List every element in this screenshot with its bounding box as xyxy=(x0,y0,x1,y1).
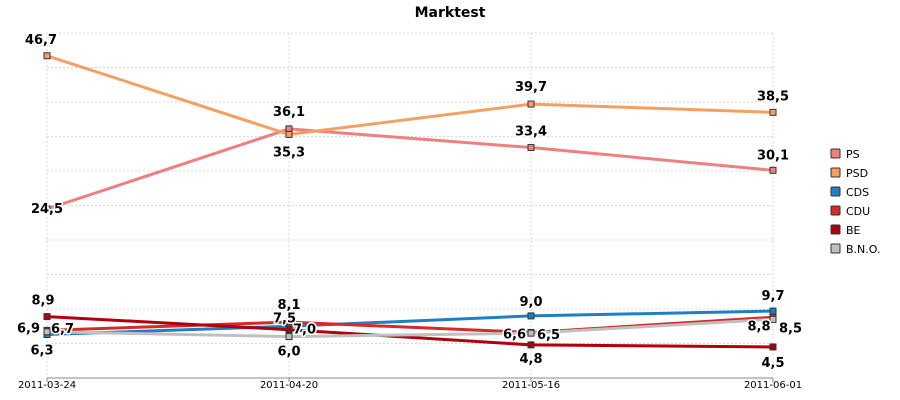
x-tick-label: 2011-05-16 xyxy=(502,380,560,391)
data-label: 8,9 xyxy=(31,294,54,309)
data-label: 9,0 xyxy=(519,295,542,310)
data-point[interactable] xyxy=(527,329,535,337)
x-axis: 2011-03-24 2011-04-20 2011-05-16 2011-06-01 xyxy=(18,377,802,391)
data-label: 46,7 xyxy=(25,33,57,48)
data-point[interactable] xyxy=(43,205,51,213)
data-label: 6,0 xyxy=(277,345,300,360)
data-point[interactable] xyxy=(527,100,535,108)
legend-item[interactable]: CDU xyxy=(830,205,870,218)
series-line-bno xyxy=(46,317,774,339)
data-label: 8,5 xyxy=(779,321,802,336)
series-lines xyxy=(46,54,774,349)
data-label: 24,5 xyxy=(31,202,63,217)
legend-item[interactable]: CDS xyxy=(830,186,869,199)
data-label: 33,4 xyxy=(515,125,547,140)
data-point[interactable] xyxy=(285,333,293,341)
data-point[interactable] xyxy=(769,343,777,351)
data-point[interactable] xyxy=(769,166,777,174)
series-line-ps xyxy=(46,127,774,211)
chart-title: Marktest xyxy=(414,5,486,21)
x-tick-label: 2011-04-20 xyxy=(260,380,318,391)
legend-swatch xyxy=(830,243,841,254)
data-label: 6,3 xyxy=(30,344,53,359)
data-point[interactable] xyxy=(769,307,777,315)
data-point[interactable] xyxy=(527,312,535,320)
data-point[interactable] xyxy=(43,313,51,321)
legend-label: CDU xyxy=(846,205,870,218)
legend-swatch xyxy=(830,186,841,197)
data-labels: 24,5 36,1 33,4 30,1 46,7 35,3 39,7 38,5 6,3 7,5 9,… xyxy=(15,31,803,372)
data-label: 8,1 xyxy=(277,298,300,313)
data-point[interactable] xyxy=(43,52,51,60)
legend-label: B.N.O. xyxy=(846,243,880,256)
series-line-psd xyxy=(46,54,774,136)
x-tick-label: 2011-03-24 xyxy=(18,380,76,391)
data-label: 36,1 xyxy=(273,105,305,120)
data-label: 30,1 xyxy=(757,148,789,163)
data-label: 8,8 xyxy=(747,319,770,334)
data-label: 4,5 xyxy=(761,356,784,371)
data-point[interactable] xyxy=(285,318,293,326)
legend-label: BE xyxy=(846,224,861,237)
data-label: 39,7 xyxy=(515,80,547,95)
data-point[interactable] xyxy=(769,108,777,116)
legend-label: PSD xyxy=(846,167,868,180)
series-points xyxy=(43,52,777,351)
data-label: 6,5 xyxy=(537,328,560,343)
legend-label: PS xyxy=(846,148,860,161)
data-label: 7,5 xyxy=(273,311,296,326)
legend-swatch xyxy=(830,224,841,235)
legend[interactable]: PS PSD CDS CDU BE B.N.O. xyxy=(830,148,880,256)
data-label: 6,6 xyxy=(503,327,526,342)
legend-item[interactable]: PS xyxy=(830,148,860,161)
series-line-be xyxy=(46,315,774,349)
legend-label: CDS xyxy=(846,186,869,199)
data-point[interactable] xyxy=(285,130,293,138)
data-point[interactable] xyxy=(527,341,535,349)
legend-item[interactable]: B.N.O. xyxy=(830,243,880,256)
data-label: 38,5 xyxy=(757,89,789,104)
legend-swatch xyxy=(830,148,841,159)
data-label: 6,9 xyxy=(17,321,40,336)
data-label: 9,7 xyxy=(761,289,784,304)
legend-swatch xyxy=(830,167,841,178)
data-label: 35,3 xyxy=(273,145,305,160)
legend-item[interactable]: BE xyxy=(830,224,861,237)
data-label: 4,8 xyxy=(519,352,542,367)
legend-item[interactable]: PSD xyxy=(830,167,868,180)
series-line-cds xyxy=(46,309,774,337)
legend-swatch xyxy=(830,205,841,216)
data-point[interactable] xyxy=(43,328,51,336)
data-label: 6,7 xyxy=(51,322,74,337)
data-point[interactable] xyxy=(769,315,777,323)
data-point[interactable] xyxy=(285,326,293,334)
data-label: 7,0 xyxy=(293,323,316,338)
x-tick-label: 2011-06-01 xyxy=(744,380,802,391)
data-point[interactable] xyxy=(527,144,535,152)
